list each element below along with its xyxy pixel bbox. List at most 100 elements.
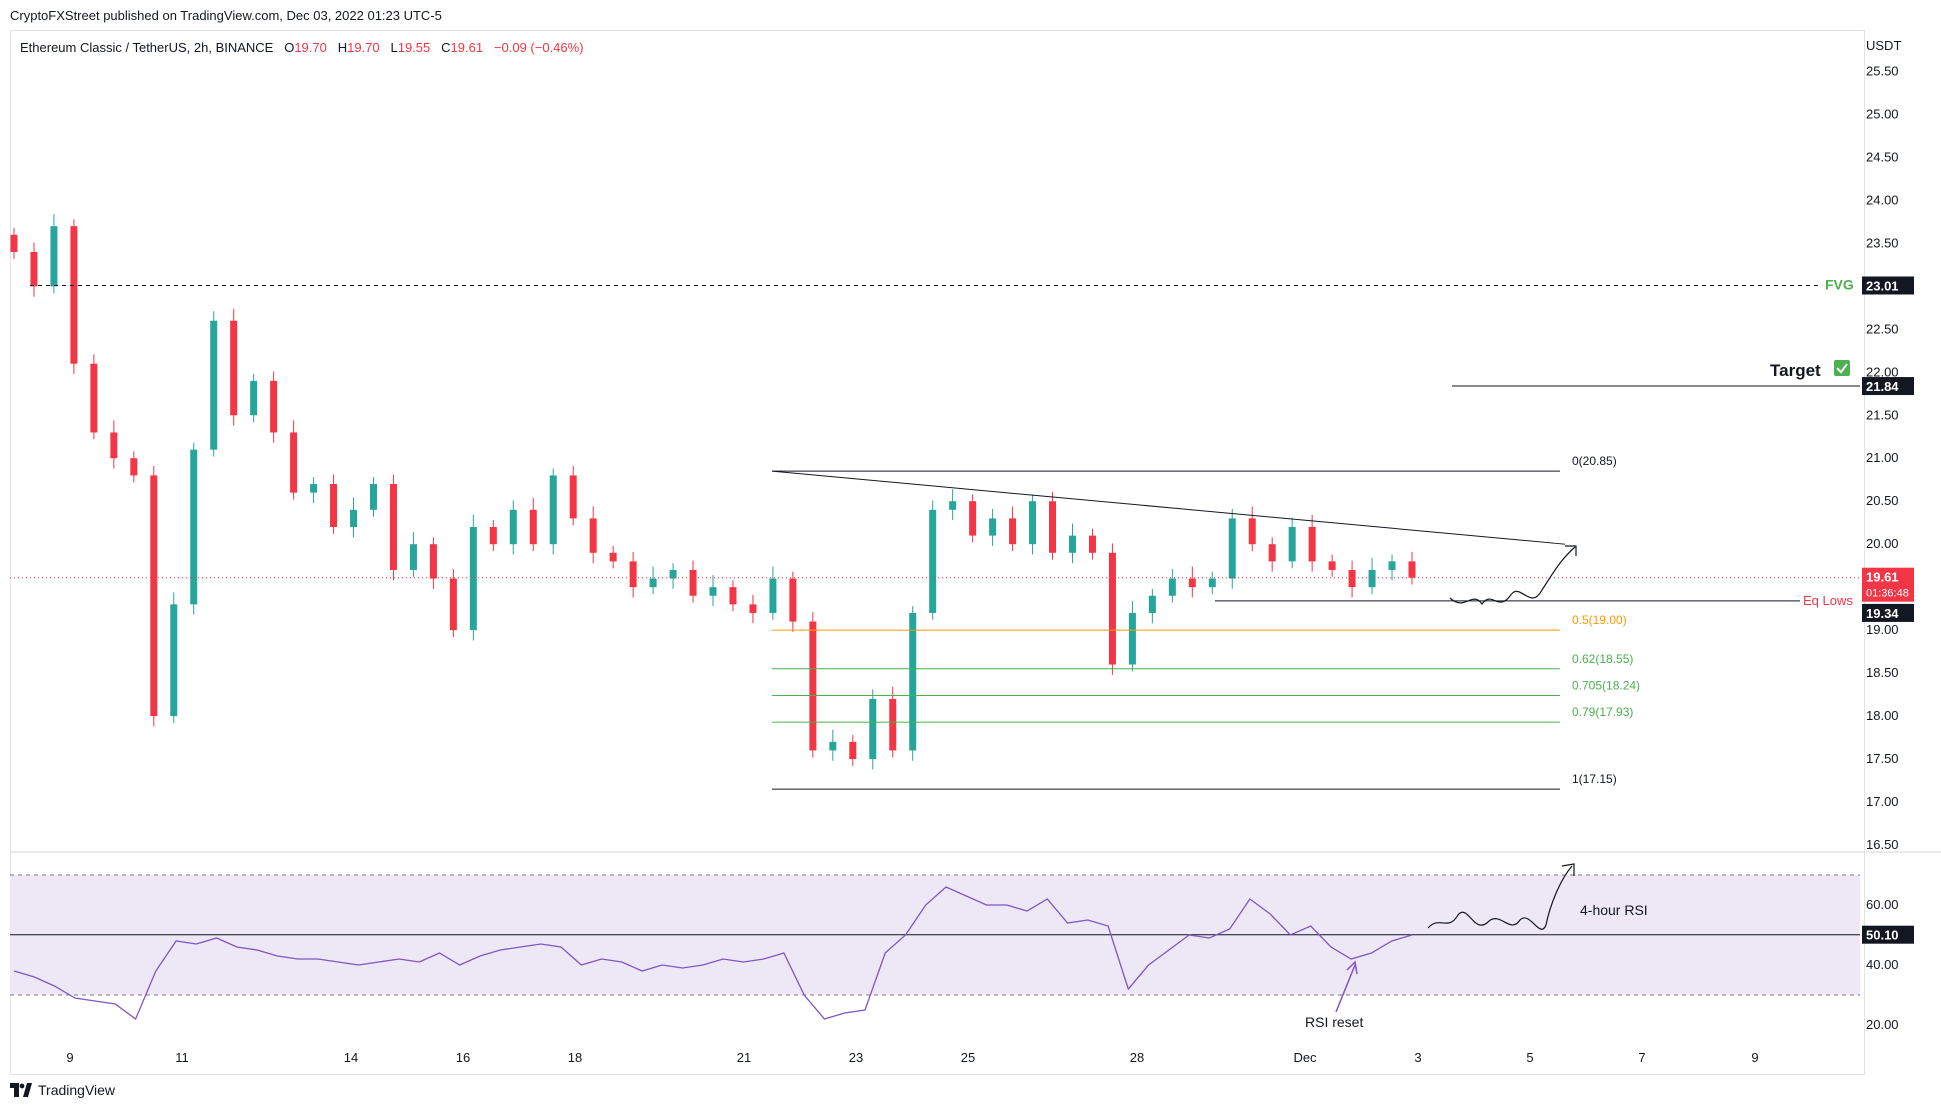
tradingview-logo-icon [10, 1083, 32, 1097]
candle-body [729, 587, 737, 605]
price-axis-tick: 20.00 [1866, 536, 1899, 551]
candle-body [270, 380, 278, 433]
footer-brand: TradingView [38, 1082, 116, 1098]
high-value: 19.70 [347, 40, 380, 55]
symbol-legend: Ethereum Classic / TetherUS, 2h, BINANCE… [20, 40, 584, 55]
candle-body [949, 501, 957, 510]
price-axis-tick: 18.00 [1866, 708, 1899, 723]
candle-body [1108, 552, 1116, 665]
rsi-name-label: 4-hour RSI [1580, 902, 1648, 918]
price-axis-tick: 21.00 [1866, 450, 1899, 465]
candle-body [449, 578, 457, 631]
candle-body [310, 484, 318, 493]
candle-body [429, 544, 437, 579]
change-value: −0.09 (−0.46%) [493, 40, 584, 55]
countdown-text: 01:36:48 [1866, 588, 1909, 600]
price-axis-tick: 20.50 [1866, 493, 1899, 508]
time-axis-tick: 14 [344, 1050, 358, 1065]
target-check-icon [1834, 360, 1850, 377]
time-axis-tick: 11 [175, 1050, 189, 1065]
price-axis-tick: 24.00 [1866, 192, 1899, 207]
close-label: C [441, 40, 451, 55]
rsi-axis-tick: 60.00 [1866, 897, 1899, 912]
price-axis-tick: 17.00 [1866, 794, 1899, 809]
target-price-text: 21.84 [1866, 379, 1899, 394]
candle-body [1148, 595, 1156, 613]
price-axis-tick: 25.00 [1866, 106, 1899, 121]
fib-level-label: 0.5(19.00) [1572, 613, 1627, 627]
time-axis-tick: 5 [1526, 1050, 1533, 1065]
high-label: H [337, 40, 348, 55]
candle-body [1168, 578, 1176, 596]
time-axis-tick: 7 [1638, 1050, 1645, 1065]
candle-body [509, 509, 517, 545]
close-value: 19.61 [450, 40, 484, 55]
time-axis-tick: 18 [568, 1050, 582, 1065]
time-axis-tick: 9 [66, 1050, 73, 1065]
candle-body [210, 320, 218, 450]
candle-body [1408, 561, 1416, 578]
fib-level-label: 1(17.15) [1572, 772, 1617, 786]
candle-body [1328, 561, 1336, 570]
candle-body [809, 621, 817, 751]
candle-body [1388, 561, 1396, 570]
time-axis-tick: 3 [1414, 1050, 1421, 1065]
chart-frame [10, 30, 1865, 1075]
candle-body [30, 251, 38, 287]
candle-body [1088, 535, 1096, 553]
candle-body [669, 569, 677, 579]
candle-body [609, 552, 617, 562]
fib-level-label: 0.62(18.55) [1572, 652, 1633, 666]
rsi-reset-arrowhead [1346, 960, 1358, 975]
candle-body [829, 741, 837, 751]
candle-body [389, 484, 397, 570]
candle-body [90, 363, 98, 433]
rsi-midline-tag [1862, 925, 1914, 944]
candle-body [1228, 518, 1236, 579]
candle-body [709, 587, 717, 596]
candle-body [130, 458, 138, 476]
candle-body [350, 509, 358, 527]
candle-body [70, 226, 78, 364]
time-axis-tick: 21 [737, 1050, 751, 1065]
candle-body [589, 518, 597, 553]
fib-level-label: 0.705(18.24) [1572, 678, 1640, 692]
eq-lows-label: Eq Lows [1803, 593, 1853, 608]
candle-body [529, 509, 537, 545]
price-axis-tick: 16.50 [1866, 837, 1899, 852]
candle-body [250, 380, 258, 416]
candle-body [1128, 612, 1136, 665]
candle-body [789, 578, 797, 622]
publisher-header: CryptoFXStreet published on TradingView.… [0, 0, 1941, 30]
candle-body [1288, 527, 1296, 562]
price-axis-tick: 24.50 [1866, 149, 1899, 164]
price-axis-currency: USDT [1866, 38, 1901, 53]
candle-body [1188, 578, 1196, 588]
candle-body [889, 698, 897, 751]
candle-body [150, 475, 158, 717]
price-axis-tick: 25.50 [1866, 63, 1899, 78]
last-price-text: 19.61 [1866, 570, 1899, 585]
candle-body [1009, 518, 1017, 545]
symbol-name: Ethereum Classic / TetherUS, 2h, BINANCE [20, 40, 274, 55]
candle-body [369, 484, 377, 510]
rsi-reset-arrow-line [1335, 964, 1356, 1013]
target-label: Target [1770, 361, 1821, 380]
footer[interactable]: TradingView [10, 1078, 115, 1102]
rsi-projection-path [1427, 865, 1573, 930]
rsi-axis-tick: 20.00 [1866, 1017, 1899, 1032]
price-axis-tick: 21.50 [1866, 407, 1899, 422]
candle-body [1049, 501, 1057, 553]
last-price-tag [1862, 567, 1914, 602]
time-axis-tick: Dec [1293, 1050, 1317, 1065]
candle-body [170, 604, 178, 717]
rsi-line [13, 886, 1413, 1021]
eq-lows-price-tag [1862, 603, 1914, 622]
price-axis-tick: 19.00 [1866, 622, 1899, 637]
open-value: 19.70 [294, 40, 327, 55]
candle-body [569, 475, 577, 519]
time-axis-tick: 23 [849, 1050, 863, 1065]
candle-body [969, 501, 977, 536]
candle-body [1308, 527, 1316, 562]
